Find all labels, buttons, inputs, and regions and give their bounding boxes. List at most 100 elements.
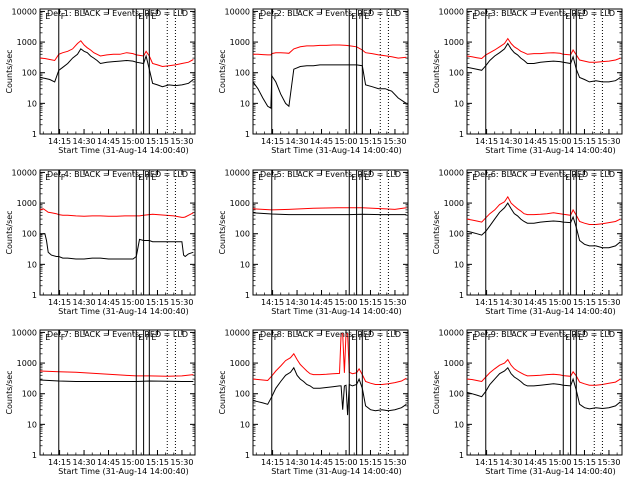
- marker-letter: E: [565, 333, 570, 342]
- y-tick-label: 100: [449, 69, 464, 78]
- y-tick-label: 10: [454, 99, 464, 108]
- y-tick-label: 10: [454, 260, 464, 269]
- events-series-line: [39, 48, 194, 88]
- lld-series-line: [466, 195, 621, 225]
- x-tick-label: 15:15: [359, 458, 382, 467]
- x-tick-label: 15:15: [573, 298, 596, 307]
- marker-letter: F: [61, 333, 66, 342]
- lld-series-line: [39, 370, 194, 377]
- plot-frame: [39, 8, 196, 135]
- y-tick-label: 1000: [444, 359, 464, 368]
- y-tick-label: 10000: [225, 168, 250, 177]
- y-tick-label: 1: [459, 451, 464, 460]
- y-tick-label: 10000: [12, 168, 37, 177]
- marker-letter: E: [578, 173, 583, 182]
- x-tick-label: 14:45: [310, 458, 333, 467]
- plot-frame: [466, 329, 623, 456]
- x-tick-label: 14:15: [48, 137, 71, 146]
- panel-title: Det 8: BLACK = Events, RED = LLD: [260, 330, 401, 339]
- y-axis-label: Counts/sec: [218, 49, 227, 93]
- x-tick-label: 15:15: [146, 298, 169, 307]
- y-axis-label: Counts/sec: [5, 370, 14, 414]
- x-axis-label: Start Time (31-Aug-14 14:00:40): [58, 467, 189, 476]
- x-tick-label: 14:15: [48, 458, 71, 467]
- x-tick-label: 15:15: [573, 458, 596, 467]
- marker-letter: E: [472, 333, 477, 342]
- y-tick-label: 10000: [12, 328, 37, 337]
- y-axis-label: Counts/sec: [432, 210, 441, 254]
- y-tick-label: 100: [235, 69, 250, 78]
- marker-letter: E: [45, 173, 50, 182]
- x-tick-label: 14:15: [261, 458, 284, 467]
- x-tick-label: 15:15: [573, 137, 596, 146]
- plot-frame: [252, 169, 409, 296]
- y-tick-label: 10: [454, 420, 464, 429]
- marker-letter: F: [61, 173, 66, 182]
- marker-letter: F: [488, 333, 493, 342]
- x-tick-label: 15:30: [170, 458, 193, 467]
- panel-det-9: 1 10 100 1000 10000 14:15 14:30 14:45 15:00 15:15…: [432, 328, 623, 476]
- x-tick-label: 14:15: [475, 137, 498, 146]
- x-axis-label: Start Time (31-Aug-14 14:00:40): [485, 307, 616, 316]
- plot-frame: [39, 169, 196, 296]
- x-tick-label: 15:00: [334, 137, 357, 146]
- y-tick-label: 100: [22, 69, 37, 78]
- y-tick-label: 1: [459, 130, 464, 139]
- y-tick-label: 1000: [17, 38, 37, 47]
- x-tick-label: 14:45: [97, 458, 120, 467]
- x-tick-label: 14:30: [500, 137, 523, 146]
- panel-title: Det 1: BLACK = Events, RED = LLD: [47, 9, 188, 18]
- x-tick-label: 14:45: [310, 298, 333, 307]
- panel-title: Det 5: BLACK = Events, RED = LLD: [260, 170, 401, 179]
- marker-letter: F: [274, 173, 279, 182]
- x-tick-label: 14:15: [261, 298, 284, 307]
- marker-letter: E: [565, 12, 570, 21]
- y-tick-label: 100: [235, 390, 250, 399]
- x-tick-label: 15:00: [121, 137, 144, 146]
- x-tick-label: 15:30: [383, 137, 406, 146]
- lld-series-line: [253, 44, 407, 59]
- y-tick-label: 1000: [230, 359, 250, 368]
- marker-letter: E: [578, 12, 583, 21]
- x-tick-label: 15:00: [548, 458, 571, 467]
- plot-frame: [39, 329, 196, 456]
- panel-det-3: 1 10 100 1000 10000 14:15 14:30 14:45 15:00 15:15…: [432, 7, 623, 155]
- marker-letter: F: [573, 173, 578, 182]
- x-tick-label: 15:00: [334, 458, 357, 467]
- events-series-line: [466, 202, 621, 249]
- y-axis-label: Counts/sec: [5, 210, 14, 254]
- y-axis-label: Counts/sec: [5, 49, 14, 93]
- x-tick-label: 14:45: [524, 298, 547, 307]
- y-tick-label: 1000: [444, 199, 464, 208]
- x-tick-label: 14:30: [73, 458, 96, 467]
- y-axis-label: Counts/sec: [432, 49, 441, 93]
- panel-title: Det 2: BLACK = Events, RED = LLD: [260, 9, 401, 18]
- y-tick-label: 100: [22, 230, 37, 239]
- marker-letter: F: [359, 12, 364, 21]
- y-tick-label: 10: [27, 260, 37, 269]
- x-tick-label: 15:15: [359, 137, 382, 146]
- x-tick-label: 15:30: [170, 137, 193, 146]
- marker-letter: F: [488, 12, 493, 21]
- marker-letter: E: [138, 333, 143, 342]
- events-series-line: [39, 233, 194, 260]
- marker-letter: F: [573, 333, 578, 342]
- lld-series-line: [466, 358, 621, 386]
- panel-title: Det 3: BLACK = Events, RED = LLD: [474, 9, 615, 18]
- x-axis-label: Start Time (31-Aug-14 14:00:40): [271, 146, 402, 155]
- y-tick-label: 1: [32, 291, 37, 300]
- x-tick-label: 15:15: [146, 137, 169, 146]
- marker-letter: E: [364, 12, 369, 21]
- marker-letter: E: [151, 333, 156, 342]
- x-tick-label: 14:15: [475, 458, 498, 467]
- x-tick-label: 15:00: [548, 298, 571, 307]
- x-tick-label: 14:30: [286, 137, 309, 146]
- x-tick-label: 15:30: [597, 458, 620, 467]
- y-axis-label: Counts/sec: [218, 370, 227, 414]
- marker-letter: E: [578, 333, 583, 342]
- x-tick-label: 14:30: [500, 458, 523, 467]
- panel-title: Det 4: BLACK = Events, RED = LLD: [47, 170, 188, 179]
- marker-letter: E: [565, 173, 570, 182]
- panel-det-8: 1 10 100 1000 10000 14:15 14:30 14:45 15:00 15:15…: [218, 328, 409, 476]
- x-axis-label: Start Time (31-Aug-14 14:00:40): [485, 146, 616, 155]
